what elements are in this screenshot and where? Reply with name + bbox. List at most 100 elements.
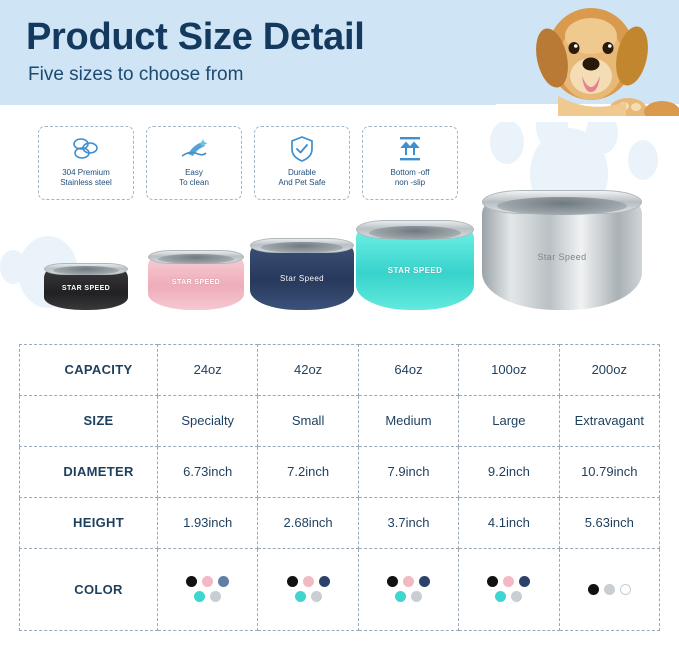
- table-row-height: HEIGHT 1.93inch 2.68inch 3.7inch 4.1inch…: [19, 496, 661, 549]
- bowl-lineup: STAR SPEED STAR SPEED Star Speed STAR SP…: [0, 190, 679, 336]
- cell-height-4: 4.1inch: [458, 496, 560, 549]
- cell-size-4: Large: [458, 394, 560, 447]
- color-dot-row: [495, 591, 523, 603]
- color-dot: [218, 576, 230, 588]
- color-dot: [294, 591, 306, 603]
- color-dot: [286, 576, 298, 588]
- easy-clean-icon: [178, 134, 210, 164]
- cell-color-5: [558, 547, 661, 632]
- cell-capacity-4: 100oz: [458, 344, 560, 396]
- cell-color-1: [156, 547, 259, 632]
- bowl-label: STAR SPEED: [61, 285, 111, 292]
- cell-size-5: Extravagant: [558, 394, 661, 447]
- bowl-label: Star Speed: [537, 252, 587, 262]
- cell-color-2: [257, 547, 359, 632]
- color-dot: [603, 583, 615, 595]
- table-row-size: SIZE Specialty Small Medium Large Extrav…: [19, 394, 661, 447]
- color-dot: [194, 591, 206, 603]
- badge-label: 304 Premium Stainless steel: [60, 168, 112, 187]
- badge-label: Bottom -off non -slip: [390, 168, 430, 187]
- paw-watermark: [0, 250, 26, 284]
- badge-durable-pet-safe: Durable And Pet Safe: [254, 126, 350, 200]
- shield-icon: [289, 134, 315, 164]
- cell-capacity-3: 64oz: [357, 344, 460, 396]
- row-header: CAPACITY: [19, 344, 158, 396]
- cell-size-1: Specialty: [156, 394, 259, 447]
- bowl-black-24oz: STAR SPEED: [44, 263, 128, 310]
- color-dot-row: [194, 591, 222, 603]
- table-row-diameter: DIAMETER 6.73inch 7.2inch 7.9inch 9.2inc…: [19, 445, 661, 498]
- color-dot: [186, 576, 198, 588]
- bowl-navy-64oz: Star Speed: [250, 238, 354, 310]
- row-header: DIAMETER: [19, 445, 158, 498]
- dog-photo: [496, 0, 679, 122]
- badge-label: Easy To clean: [179, 168, 209, 187]
- paw-watermark: [490, 120, 524, 164]
- color-dot: [394, 591, 406, 603]
- color-dot: [511, 591, 523, 603]
- paw-watermark: [628, 140, 658, 180]
- cell-diameter-5: 10.79inch: [558, 445, 661, 498]
- color-dot: [487, 576, 499, 588]
- color-dot: [386, 576, 398, 588]
- bowl-pink-42oz: STAR SPEED: [148, 250, 244, 310]
- badge-label: Durable And Pet Safe: [278, 168, 326, 187]
- color-dot: [302, 576, 314, 588]
- color-dot: [418, 576, 430, 588]
- color-dot: [619, 583, 631, 595]
- color-dot-row: [386, 576, 430, 588]
- row-header: SIZE: [19, 394, 158, 447]
- color-swatches-3: [360, 576, 457, 603]
- cell-height-5: 5.63inch: [558, 496, 661, 549]
- cell-height-2: 2.68inch: [257, 496, 359, 549]
- table-row-color: COLOR: [19, 547, 661, 632]
- cell-color-4: [458, 547, 560, 632]
- cell-height-3: 3.7inch: [357, 496, 460, 549]
- color-dot: [495, 591, 507, 603]
- color-dot: [318, 576, 330, 588]
- table-row-capacity: CAPACITY 24oz 42oz 64oz 100oz 200oz: [19, 344, 661, 396]
- color-swatches-5: [561, 583, 658, 595]
- color-dot-row: [394, 591, 422, 603]
- badge-stainless-steel: 304 Premium Stainless steel: [38, 126, 134, 200]
- cell-diameter-3: 7.9inch: [357, 445, 460, 498]
- page-title: Product Size Detail: [26, 16, 365, 58]
- color-dot: [202, 576, 214, 588]
- color-dot: [587, 583, 599, 595]
- color-dot-row: [186, 576, 230, 588]
- stainless-steel-icon: [71, 134, 101, 164]
- bowl-steel-200oz: Star Speed: [482, 190, 642, 310]
- bowl-mint-100oz: STAR SPEED: [356, 220, 474, 310]
- cell-diameter-2: 7.2inch: [257, 445, 359, 498]
- cell-color-3: [357, 547, 460, 632]
- color-swatches-2: [259, 576, 356, 603]
- cell-diameter-4: 9.2inch: [458, 445, 560, 498]
- cell-capacity-2: 42oz: [257, 344, 359, 396]
- badge-non-slip: Bottom -off non -slip: [362, 126, 458, 200]
- color-dot: [519, 576, 531, 588]
- color-dot-row: [294, 591, 322, 603]
- page-subtitle: Five sizes to choose from: [28, 64, 244, 85]
- cell-size-3: Medium: [357, 394, 460, 447]
- color-swatches-4: [460, 576, 557, 603]
- color-dot-row: [286, 576, 330, 588]
- color-dot: [210, 591, 222, 603]
- color-dot-row: [487, 576, 531, 588]
- row-header: COLOR: [19, 547, 158, 632]
- cell-diameter-1: 6.73inch: [156, 445, 259, 498]
- color-swatches-1: [159, 576, 256, 603]
- bowl-label: STAR SPEED: [171, 279, 221, 286]
- cell-capacity-1: 24oz: [156, 344, 259, 396]
- color-dot: [310, 591, 322, 603]
- color-dot: [410, 591, 422, 603]
- feature-badges: 304 Premium Stainless steel Easy To clea…: [38, 126, 458, 200]
- color-dot: [402, 576, 414, 588]
- row-header: HEIGHT: [19, 496, 158, 549]
- bowl-label: STAR SPEED: [387, 266, 443, 275]
- specs-table: CAPACITY 24oz 42oz 64oz 100oz 200oz SIZE…: [19, 344, 661, 632]
- bowl-label: Star Speed: [279, 274, 325, 283]
- color-dot: [503, 576, 515, 588]
- cell-capacity-5: 200oz: [558, 344, 661, 396]
- cell-height-1: 1.93inch: [156, 496, 259, 549]
